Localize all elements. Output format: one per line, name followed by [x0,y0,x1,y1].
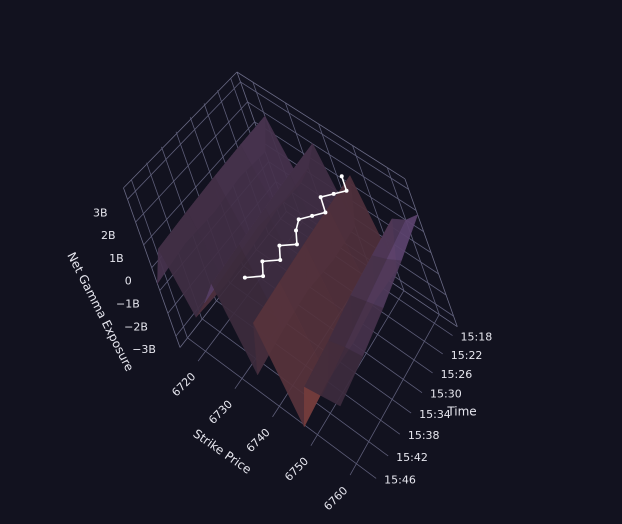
grid-line [127,81,241,200]
price-point [344,188,349,193]
price-point [323,210,328,215]
price-point [318,195,323,200]
box-edge [236,71,406,180]
y-tick-label: 15:38 [408,429,440,442]
z-tick-label: 3B [93,206,108,219]
z-tick-label: −3B [132,343,156,356]
y-axis-title: Time [446,405,476,419]
z-tick-label: −1B [116,298,140,311]
y-tick-label: 15:42 [396,451,428,464]
price-point [296,217,301,222]
price-point [277,243,282,248]
grid-line [187,337,377,479]
price-point [331,191,336,196]
grid-line [254,121,424,232]
price-line [244,175,348,279]
y-tick-label: 15:22 [451,349,483,362]
price-point [260,259,265,264]
z-tick-label: 1B [109,252,124,265]
surface-patch [321,347,364,407]
y-tick-label: 15:26 [441,368,473,381]
z-tick-label: 2B [101,229,116,242]
price-point [278,257,283,262]
price-point [310,213,315,218]
price-point [339,174,344,179]
grid-line [135,101,248,223]
grid-line [240,81,409,190]
price-point [294,228,299,233]
y-tick-label: 15:46 [384,473,416,486]
price-point [261,274,266,279]
y-tick-label: 15:30 [430,388,462,401]
price-point [294,242,299,247]
grid-line [143,121,255,246]
grid-line [247,101,417,211]
y-tick-label: 15:34 [419,408,451,421]
z-tick-label: 0 [125,275,132,288]
y-tick-label: 15:18 [461,331,493,344]
price-point [242,275,247,280]
z-tick-label: −2B [124,320,148,333]
